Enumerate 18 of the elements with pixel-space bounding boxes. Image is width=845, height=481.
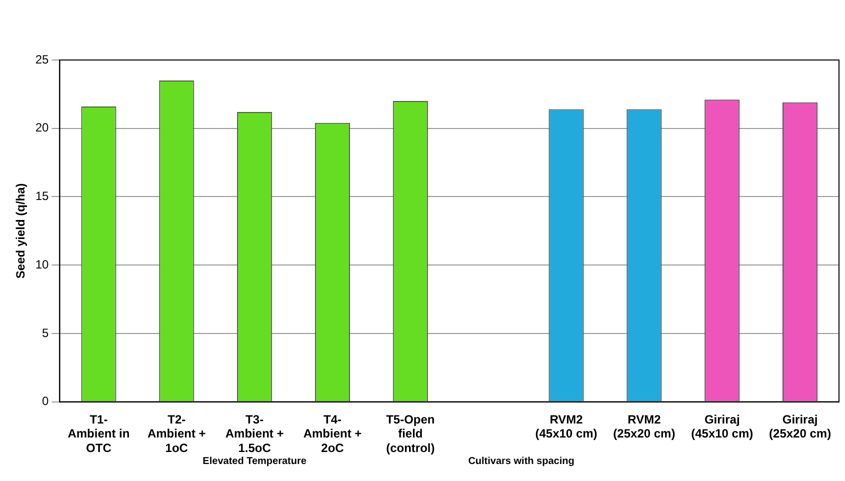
x-tick-label: T1- Ambient in OTC <box>68 412 130 456</box>
x-tick-label: T3- Ambient + 1.5oC <box>225 412 284 456</box>
x-tick-label: RVM2 (25x20 cm) <box>613 412 676 441</box>
y-tick-label: 25 <box>35 52 50 66</box>
text: Cultivars with spacing <box>468 456 574 467</box>
x-tick-label: Giriraj (45x10 cm) <box>691 412 754 441</box>
x-tick-label: Giriraj (25x20 cm) <box>769 412 832 441</box>
y-axis-title: Seed yield (q/ha) <box>14 183 28 279</box>
x-tick-label: T4- Ambient + 2oC <box>303 412 362 456</box>
y-tick-label: 10 <box>35 257 50 272</box>
y-tick-label: 15 <box>35 189 50 204</box>
x-tick-label: T2- Ambient + 1oC <box>147 412 206 456</box>
y-tick-label: 0 <box>42 394 50 408</box>
y-tick-label: 5 <box>42 326 50 340</box>
x-tick-label: T5-Open field (control) <box>386 412 435 456</box>
text: Elevated Temperature <box>202 456 307 467</box>
x-tick-label: RVM2 (45x10 cm) <box>535 412 598 441</box>
y-tick-label: 20 <box>35 120 50 135</box>
